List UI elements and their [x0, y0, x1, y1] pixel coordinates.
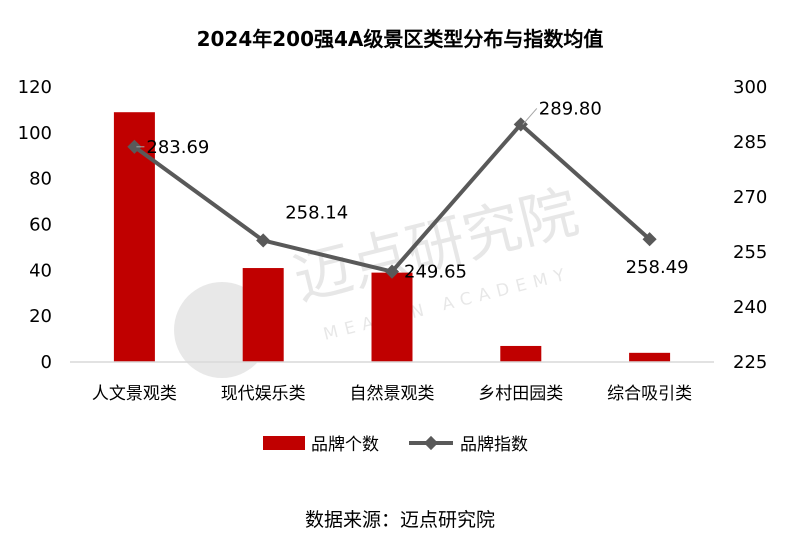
source-note: 数据来源：迈点研究院	[304, 509, 495, 531]
data-label: 249.65	[404, 262, 467, 283]
y-right-tick-label: 255	[733, 242, 767, 263]
y-left-tick-label: 20	[29, 306, 52, 327]
x-axis-category-label: 综合吸引类	[607, 384, 692, 404]
line-marker	[642, 232, 657, 247]
data-label: 283.69	[146, 137, 209, 158]
x-axis-category-label: 自然景观类	[350, 384, 435, 404]
data-label: 258.49	[626, 257, 689, 278]
y-left-tick-label: 40	[29, 260, 52, 281]
data-label-leader	[522, 108, 538, 125]
x-axis-category-label: 现代娱乐类	[221, 384, 306, 404]
chart-title: 2024年200强4A级景区类型分布与指数均值	[197, 27, 604, 51]
y-left-tick-label: 60	[29, 215, 52, 236]
legend: 品牌个数 品牌指数	[263, 435, 528, 455]
y-left-tick-label: 100	[18, 123, 52, 144]
y-left-tick-label: 120	[18, 77, 52, 98]
y-axis-left: 0 20 40 60 80 100 120	[18, 77, 52, 373]
y-left-tick-label: 0	[41, 352, 52, 373]
line-marker	[513, 117, 528, 132]
bar	[629, 352, 671, 362]
y-left-tick-label: 80	[29, 169, 52, 190]
x-axis-category-label: 乡村田园类	[478, 384, 563, 404]
legend-bar-swatch	[263, 436, 305, 450]
line-series: 283.69 258.14 249.65 289.80 258.49	[127, 98, 689, 283]
legend-line-label: 品牌指数	[460, 435, 528, 455]
bar	[500, 345, 542, 362]
bar	[242, 268, 284, 362]
line-marker	[127, 139, 142, 154]
x-axis-categories: 人文景观类 现代娱乐类 自然景观类 乡村田园类 综合吸引类	[92, 384, 692, 404]
y-right-tick-label: 300	[733, 77, 767, 98]
data-label: 258.14	[285, 202, 348, 223]
line-marker	[384, 264, 400, 279]
x-axis-category-label: 人文景观类	[92, 384, 177, 404]
y-right-tick-label: 225	[733, 352, 767, 373]
y-axis-right: 225 240 255 270 285 300	[733, 77, 767, 373]
bar-series	[113, 112, 671, 362]
bar	[371, 272, 413, 362]
data-label: 289.80	[539, 98, 602, 119]
y-right-tick-label: 285	[733, 132, 767, 153]
y-right-tick-label: 240	[733, 297, 767, 318]
line-marker	[256, 233, 271, 248]
legend-line-marker	[423, 435, 439, 451]
legend-bar-label: 品牌个数	[311, 435, 379, 455]
y-right-tick-label: 270	[733, 187, 767, 208]
watermark-cn: 迈点研究院	[287, 177, 585, 313]
